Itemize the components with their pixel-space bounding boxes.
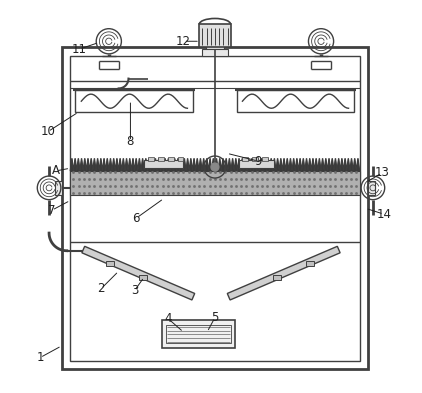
Text: 7: 7 bbox=[48, 204, 56, 217]
Bar bbox=[106, 261, 114, 266]
Bar bbox=[166, 325, 231, 343]
Text: 1: 1 bbox=[36, 351, 44, 364]
Bar bbox=[252, 157, 258, 161]
Bar bbox=[139, 275, 147, 280]
Polygon shape bbox=[82, 246, 195, 300]
Bar bbox=[70, 56, 360, 361]
Text: 3: 3 bbox=[131, 284, 138, 298]
Text: 9: 9 bbox=[254, 154, 262, 168]
Polygon shape bbox=[70, 158, 360, 171]
Bar bbox=[243, 157, 248, 161]
Bar bbox=[168, 157, 174, 161]
Bar bbox=[54, 181, 62, 195]
Bar bbox=[368, 181, 375, 195]
Bar bbox=[262, 157, 268, 161]
Text: 13: 13 bbox=[374, 166, 390, 180]
Text: 14: 14 bbox=[376, 208, 392, 221]
Polygon shape bbox=[227, 246, 340, 300]
Bar bbox=[162, 320, 235, 348]
Bar bbox=[70, 171, 360, 195]
Bar bbox=[158, 157, 164, 161]
Bar bbox=[178, 157, 184, 161]
Text: 11: 11 bbox=[72, 42, 87, 56]
Text: 10: 10 bbox=[41, 125, 55, 138]
Bar bbox=[238, 160, 274, 168]
Text: 6: 6 bbox=[133, 211, 140, 225]
Bar bbox=[144, 160, 184, 168]
Bar bbox=[203, 49, 228, 56]
Bar bbox=[148, 157, 154, 161]
Text: 12: 12 bbox=[176, 35, 191, 48]
Bar bbox=[199, 24, 231, 47]
Bar bbox=[76, 90, 193, 112]
Bar bbox=[306, 261, 314, 266]
Text: A: A bbox=[52, 164, 60, 178]
Bar bbox=[237, 90, 354, 112]
Circle shape bbox=[211, 163, 219, 171]
Text: 4: 4 bbox=[164, 312, 171, 325]
Bar bbox=[273, 275, 281, 280]
Text: 5: 5 bbox=[211, 311, 219, 324]
Text: 8: 8 bbox=[127, 135, 134, 148]
Bar bbox=[206, 44, 224, 50]
Bar bbox=[62, 47, 368, 369]
Text: 2: 2 bbox=[97, 282, 105, 296]
